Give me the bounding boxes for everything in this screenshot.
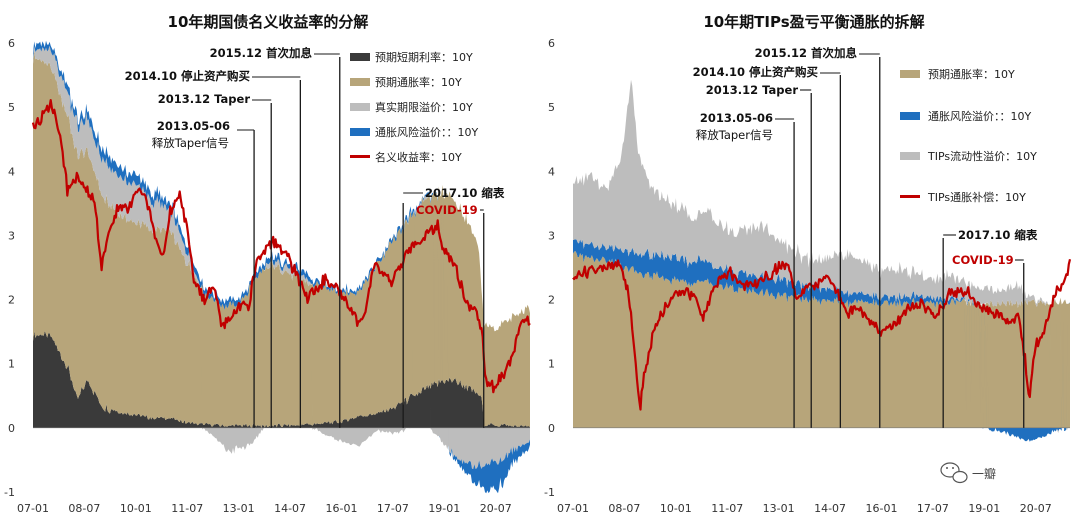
x-tick-label: 14-07 — [274, 502, 306, 515]
x-tick-label: 13-01 — [763, 502, 795, 515]
watermark-text: 一瓣 — [972, 467, 996, 481]
legend-item-inflation-expectation: 预期通胀率：10Y — [900, 67, 1015, 81]
y-tick-label: -1 — [544, 486, 555, 499]
x-tick-label: 19-01 — [968, 502, 1000, 515]
y-tick-label: 2 — [548, 294, 555, 307]
legend-item-breakeven: TIPs通胀补偿：10Y — [900, 190, 1026, 204]
svg-text:名义收益率：10Y: 名义收益率：10Y — [375, 150, 462, 164]
chart-tips-breakeven-decomposition: 10年期TIPs盈亏平衡通胀的拆解 -1 0 1 2 3 4 5 6 07-01 08-07 10… — [544, 13, 1070, 515]
y-tick-label: 3 — [548, 229, 555, 242]
legend-item-short-rate: 预期短期利率：10Y — [350, 50, 473, 64]
x-tick-label: 10-01 — [660, 502, 692, 515]
annotation-taper: 2013.12 Taper — [706, 83, 799, 97]
annotation-taper: 2013.12 Taper — [158, 92, 251, 106]
chart-title: 10年期国债名义收益率的分解 — [168, 13, 369, 31]
y-tick-label: 0 — [8, 422, 15, 435]
y-tick-label: 1 — [8, 358, 15, 371]
annotation-rate-hike: 2015.12 首次加息 — [755, 46, 858, 60]
svg-text:真实期限溢价：10Y: 真实期限溢价：10Y — [375, 100, 473, 114]
x-tick-label: 17-07 — [917, 502, 949, 515]
svg-text:预期通胀率：10Y: 预期通胀率：10Y — [928, 67, 1015, 81]
annotation-covid: COVID-19 — [416, 203, 478, 217]
y-tick-label: 4 — [8, 165, 15, 178]
legend: 预期短期利率：10Y 预期通胀率：10Y 真实期限溢价：10Y 通胀风险溢价：：… — [350, 50, 478, 164]
annotation-stop-purchase: 2014.10 停止资产购买 — [125, 69, 251, 83]
y-tick-label: 6 — [8, 37, 15, 50]
x-axis: 07-01 08-07 10-01 11-07 13-01 14-07 16-01 17-07… — [17, 502, 512, 515]
chart-figure: 10年期国债名义收益率的分解 -1 0 1 2 3 4 5 6 07-01 08-07 10-01… — [0, 0, 1080, 521]
x-tick-label: 07-01 — [557, 502, 589, 515]
x-tick-label: 16-01 — [865, 502, 897, 515]
x-tick-label: 08-07 — [68, 502, 100, 515]
y-tick-label: 4 — [548, 165, 555, 178]
annotation-stop-purchase: 2014.10 停止资产购买 — [693, 65, 819, 79]
y-axis: -1 0 1 2 3 4 5 6 — [4, 37, 15, 499]
legend-item-inflation-risk-premium: 通胀风险溢价：：10Y — [350, 125, 478, 139]
y-tick-label: 5 — [548, 101, 555, 114]
x-tick-label: 16-01 — [325, 502, 357, 515]
annotation-taper-signal-date: 2013.05-06 — [700, 111, 773, 125]
y-tick-label: 3 — [8, 229, 15, 242]
y-tick-label: 5 — [8, 101, 15, 114]
x-tick-label: 07-01 — [17, 502, 49, 515]
annotation-taper-signal-date: 2013.05-06 — [157, 119, 230, 133]
x-tick-label: 20-07 — [1020, 502, 1052, 515]
annotation-qt: 2017.10 缩表 — [425, 186, 505, 200]
svg-text:通胀风险溢价：：10Y: 通胀风险溢价：：10Y — [928, 109, 1031, 123]
y-tick-label: 2 — [8, 294, 15, 307]
x-tick-label: 11-07 — [711, 502, 743, 515]
legend-item-inflation-risk-premium: 通胀风险溢价：：10Y — [900, 109, 1031, 123]
x-tick-label: 19-01 — [428, 502, 460, 515]
annotation-qt: 2017.10 缩表 — [958, 228, 1038, 242]
chart-title: 10年期TIPs盈亏平衡通胀的拆解 — [703, 13, 924, 31]
annotation-taper-signal: 释放Taper信号 — [152, 136, 229, 150]
x-tick-label: 11-07 — [171, 502, 203, 515]
x-tick-label: 14-07 — [814, 502, 846, 515]
chart-nominal-yield-decomposition: 10年期国债名义收益率的分解 -1 0 1 2 3 4 5 6 07-01 08-07 10-01… — [4, 13, 530, 515]
svg-text:预期短期利率：10Y: 预期短期利率：10Y — [375, 50, 473, 64]
x-tick-label: 20-07 — [480, 502, 512, 515]
annotation-taper-signal: 释放Taper信号 — [696, 128, 773, 142]
legend-item-tips-liquidity: TIPs流动性溢价：10Y — [900, 149, 1037, 163]
legend-item-inflation-expectation: 预期通胀率：10Y — [350, 75, 462, 89]
annotation-rate-hike: 2015.12 首次加息 — [210, 46, 313, 60]
y-tick-label: 0 — [548, 422, 555, 435]
svg-text:TIPs流动性溢价：10Y: TIPs流动性溢价：10Y — [927, 149, 1037, 163]
legend-item-term-premium: 真实期限溢价：10Y — [350, 100, 473, 114]
svg-text:通胀风险溢价：：10Y: 通胀风险溢价：：10Y — [375, 125, 478, 139]
x-tick-label: 13-01 — [223, 502, 255, 515]
x-tick-label: 17-07 — [377, 502, 409, 515]
y-axis: -1 0 1 2 3 4 5 6 — [544, 37, 555, 499]
x-tick-label: 08-07 — [608, 502, 640, 515]
y-tick-label: -1 — [4, 486, 15, 499]
y-tick-label: 1 — [548, 358, 555, 371]
watermark: 一瓣 — [941, 463, 996, 483]
annotation-covid: COVID-19 — [952, 253, 1014, 267]
x-tick-label: 10-01 — [120, 502, 152, 515]
legend-item-nominal-yield: 名义收益率：10Y — [350, 150, 462, 164]
y-tick-label: 6 — [548, 37, 555, 50]
svg-text:预期通胀率：10Y: 预期通胀率：10Y — [375, 75, 462, 89]
wechat-icon — [941, 463, 967, 483]
svg-text:TIPs通胀补偿：10Y: TIPs通胀补偿：10Y — [927, 190, 1026, 204]
legend: 预期通胀率：10Y 通胀风险溢价：：10Y TIPs流动性溢价：10Y TIPs… — [900, 67, 1037, 204]
x-axis: 07-01 08-07 10-01 11-07 13-01 14-07 16-01 17-07… — [557, 502, 1052, 515]
